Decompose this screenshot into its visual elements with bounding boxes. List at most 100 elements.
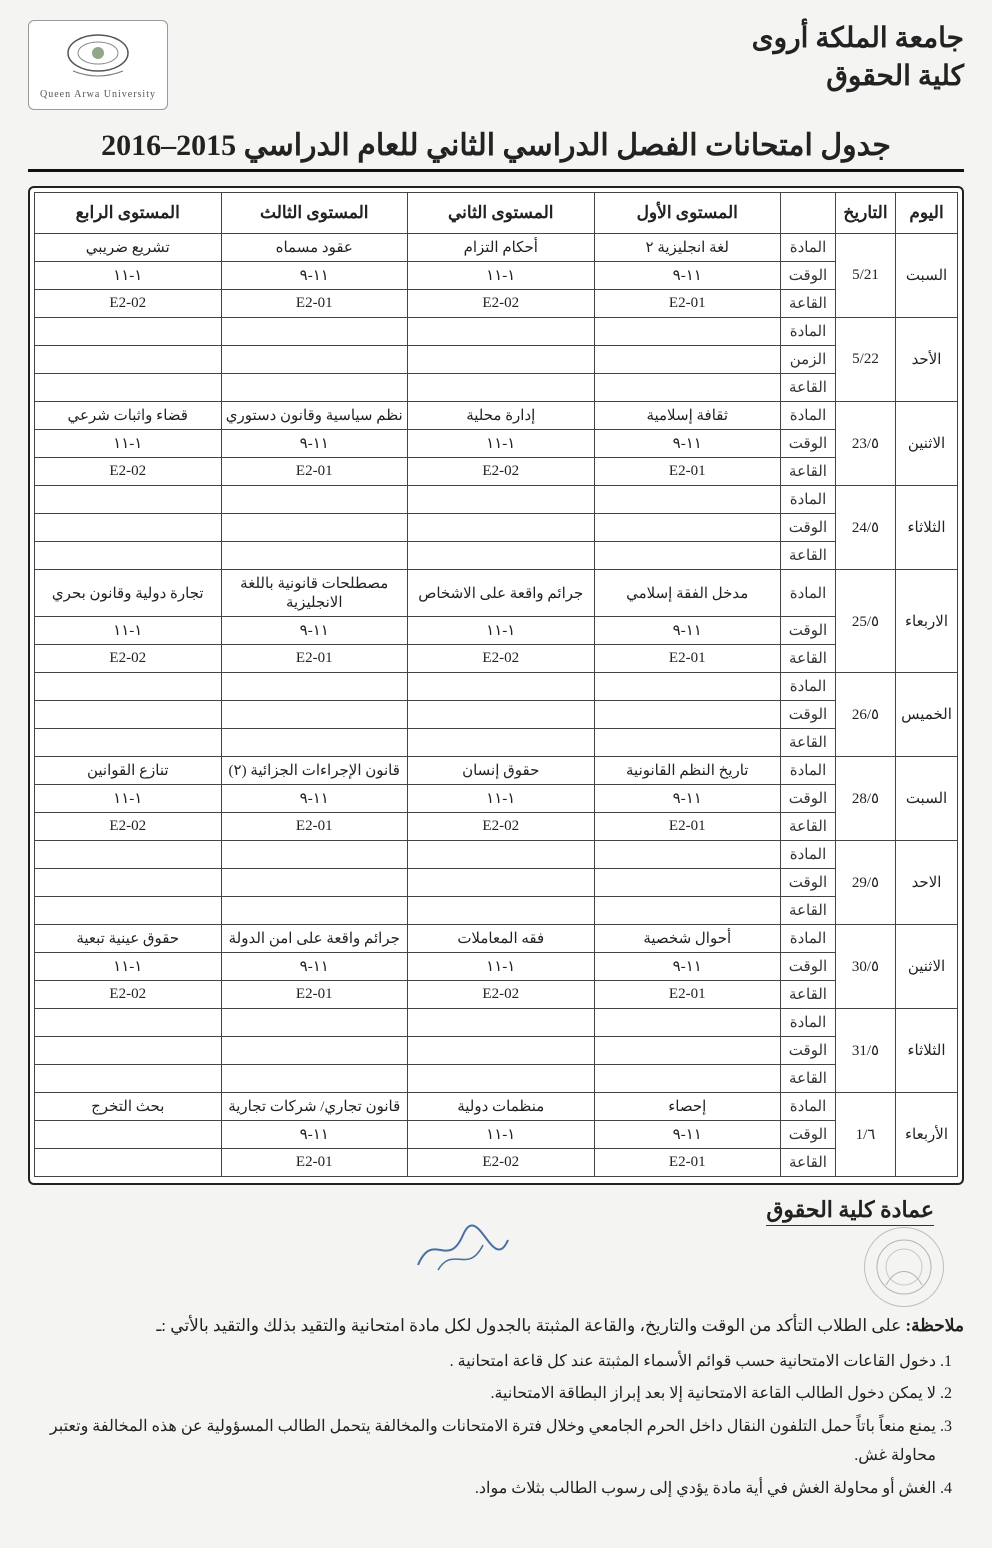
row-label: القاعة [781, 645, 836, 673]
cell: مدخل الفقة إسلامي [594, 570, 781, 617]
cell [408, 869, 595, 897]
table-row: الثلاثاء٥/31المادة [35, 1009, 958, 1037]
cell: E2-01 [221, 290, 408, 318]
cell [408, 1065, 595, 1093]
row-label: القاعة [781, 1149, 836, 1177]
cell [594, 1009, 781, 1037]
cell [221, 374, 408, 402]
cell: أحكام التزام [408, 234, 595, 262]
cell [408, 318, 595, 346]
dean-signature-label: عمادة كلية الحقوق [766, 1197, 934, 1226]
cell: ١١-٩ [221, 617, 408, 645]
date-cell: 5/22 [836, 318, 896, 402]
cell: E2-02 [408, 981, 595, 1009]
row-label: القاعة [781, 542, 836, 570]
page-title: جدول امتحانات الفصل الدراسي الثاني للعام… [28, 128, 964, 172]
table-row: السبت5/21المادةلغة انجليزية ٢أحكام التزا… [35, 234, 958, 262]
cell: إحصاء [594, 1093, 781, 1121]
row-label: القاعة [781, 374, 836, 402]
logo-caption: Queen Arwa University [40, 89, 156, 100]
table-row: الاثنين٥/30المادةأحوال شخصيةفقه المعاملا… [35, 925, 958, 953]
cell [594, 346, 781, 374]
cell [35, 729, 222, 757]
cell [594, 729, 781, 757]
cell: E2-01 [594, 981, 781, 1009]
cell: ١١-٩ [594, 785, 781, 813]
date-cell: ٥/30 [836, 925, 896, 1009]
cell [594, 486, 781, 514]
table-row: القاعةE2-01E2-02E2-01E2-02 [35, 645, 958, 673]
cell [221, 701, 408, 729]
notes-section: ملاحظة: على الطلاب التأكد من الوقت والتا… [28, 1311, 964, 1504]
cell: تنازع القوانين [35, 757, 222, 785]
cell: E2-01 [221, 813, 408, 841]
day-cell: الثلاثاء [896, 1009, 958, 1093]
cell: ١-١١ [408, 1121, 595, 1149]
table-row: الوقت١١-٩١-١١١١-٩١-١١ [35, 430, 958, 458]
cell [408, 841, 595, 869]
cell: ١-١١ [408, 785, 595, 813]
cell [35, 897, 222, 925]
cell: ١١-٩ [221, 1121, 408, 1149]
row-label: الوقت [781, 869, 836, 897]
table-row: الخميس٥/26المادة [35, 673, 958, 701]
cell: E2-01 [594, 645, 781, 673]
cell [408, 729, 595, 757]
cell [594, 1065, 781, 1093]
table-row: الوقت [35, 701, 958, 729]
cell: E2-02 [408, 458, 595, 486]
cell [35, 869, 222, 897]
col-date: التاريخ [836, 193, 896, 234]
table-row: السبت٥/28المادةتاريخ النظم القانونيةحقوق… [35, 757, 958, 785]
cell [408, 514, 595, 542]
date-cell: 5/21 [836, 234, 896, 318]
notes-list: دخول القاعات الامتحانية حسب قوائم الأسما… [28, 1348, 936, 1504]
cell: ١-١١ [408, 953, 595, 981]
cell: ١-١١ [35, 785, 222, 813]
cell [594, 897, 781, 925]
table-row: الاربعاء٥/25المادةمدخل الفقة إسلاميجرائم… [35, 570, 958, 617]
table-row: الزمن [35, 346, 958, 374]
day-cell: السبت [896, 234, 958, 318]
day-cell: الاثنين [896, 402, 958, 486]
cell [35, 1065, 222, 1093]
cell [408, 673, 595, 701]
row-label: القاعة [781, 981, 836, 1009]
row-label: المادة [781, 486, 836, 514]
cell: ١١-٩ [221, 430, 408, 458]
cell [35, 346, 222, 374]
cell [408, 346, 595, 374]
table-row: الثلاثاء٥/24المادة [35, 486, 958, 514]
table-row: الاحد٥/29المادة [35, 841, 958, 869]
cell [408, 374, 595, 402]
date-cell: ٥/23 [836, 402, 896, 486]
row-label: المادة [781, 234, 836, 262]
cell: تاريخ النظم القانونية [594, 757, 781, 785]
cell [35, 514, 222, 542]
cell: جرائم واقعة على امن الدولة [221, 925, 408, 953]
cell: قانون الإجراءات الجزائية (٢) [221, 757, 408, 785]
table-row: القاعةE2-01E2-02E2-01E2-02 [35, 981, 958, 1009]
cell: تشريع ضريبي [35, 234, 222, 262]
cell: E2-02 [35, 813, 222, 841]
notes-lead: ملاحظة: [906, 1316, 964, 1335]
row-label: القاعة [781, 813, 836, 841]
cell: ١-١١ [35, 953, 222, 981]
table-row: الوقت [35, 1037, 958, 1065]
cell [35, 701, 222, 729]
notes-item: الغش أو محاولة الغش في أية مادة يؤدي إلى… [28, 1475, 936, 1504]
cell [221, 729, 408, 757]
cell [594, 374, 781, 402]
row-label: المادة [781, 841, 836, 869]
table-row: الوقت١١-٩١-١١١١-٩ [35, 1121, 958, 1149]
cell: E2-02 [35, 645, 222, 673]
notes-item: يمنع منعاً باتاً حمل التلفون النقال داخل… [28, 1413, 936, 1471]
cell [408, 897, 595, 925]
header-titles: جامعة الملكة أروى كلية الحقوق [752, 20, 964, 96]
cell [221, 346, 408, 374]
cell [594, 701, 781, 729]
day-cell: الأحد [896, 318, 958, 402]
cell [594, 514, 781, 542]
cell: حقوق إنسان [408, 757, 595, 785]
row-label: الوقت [781, 701, 836, 729]
